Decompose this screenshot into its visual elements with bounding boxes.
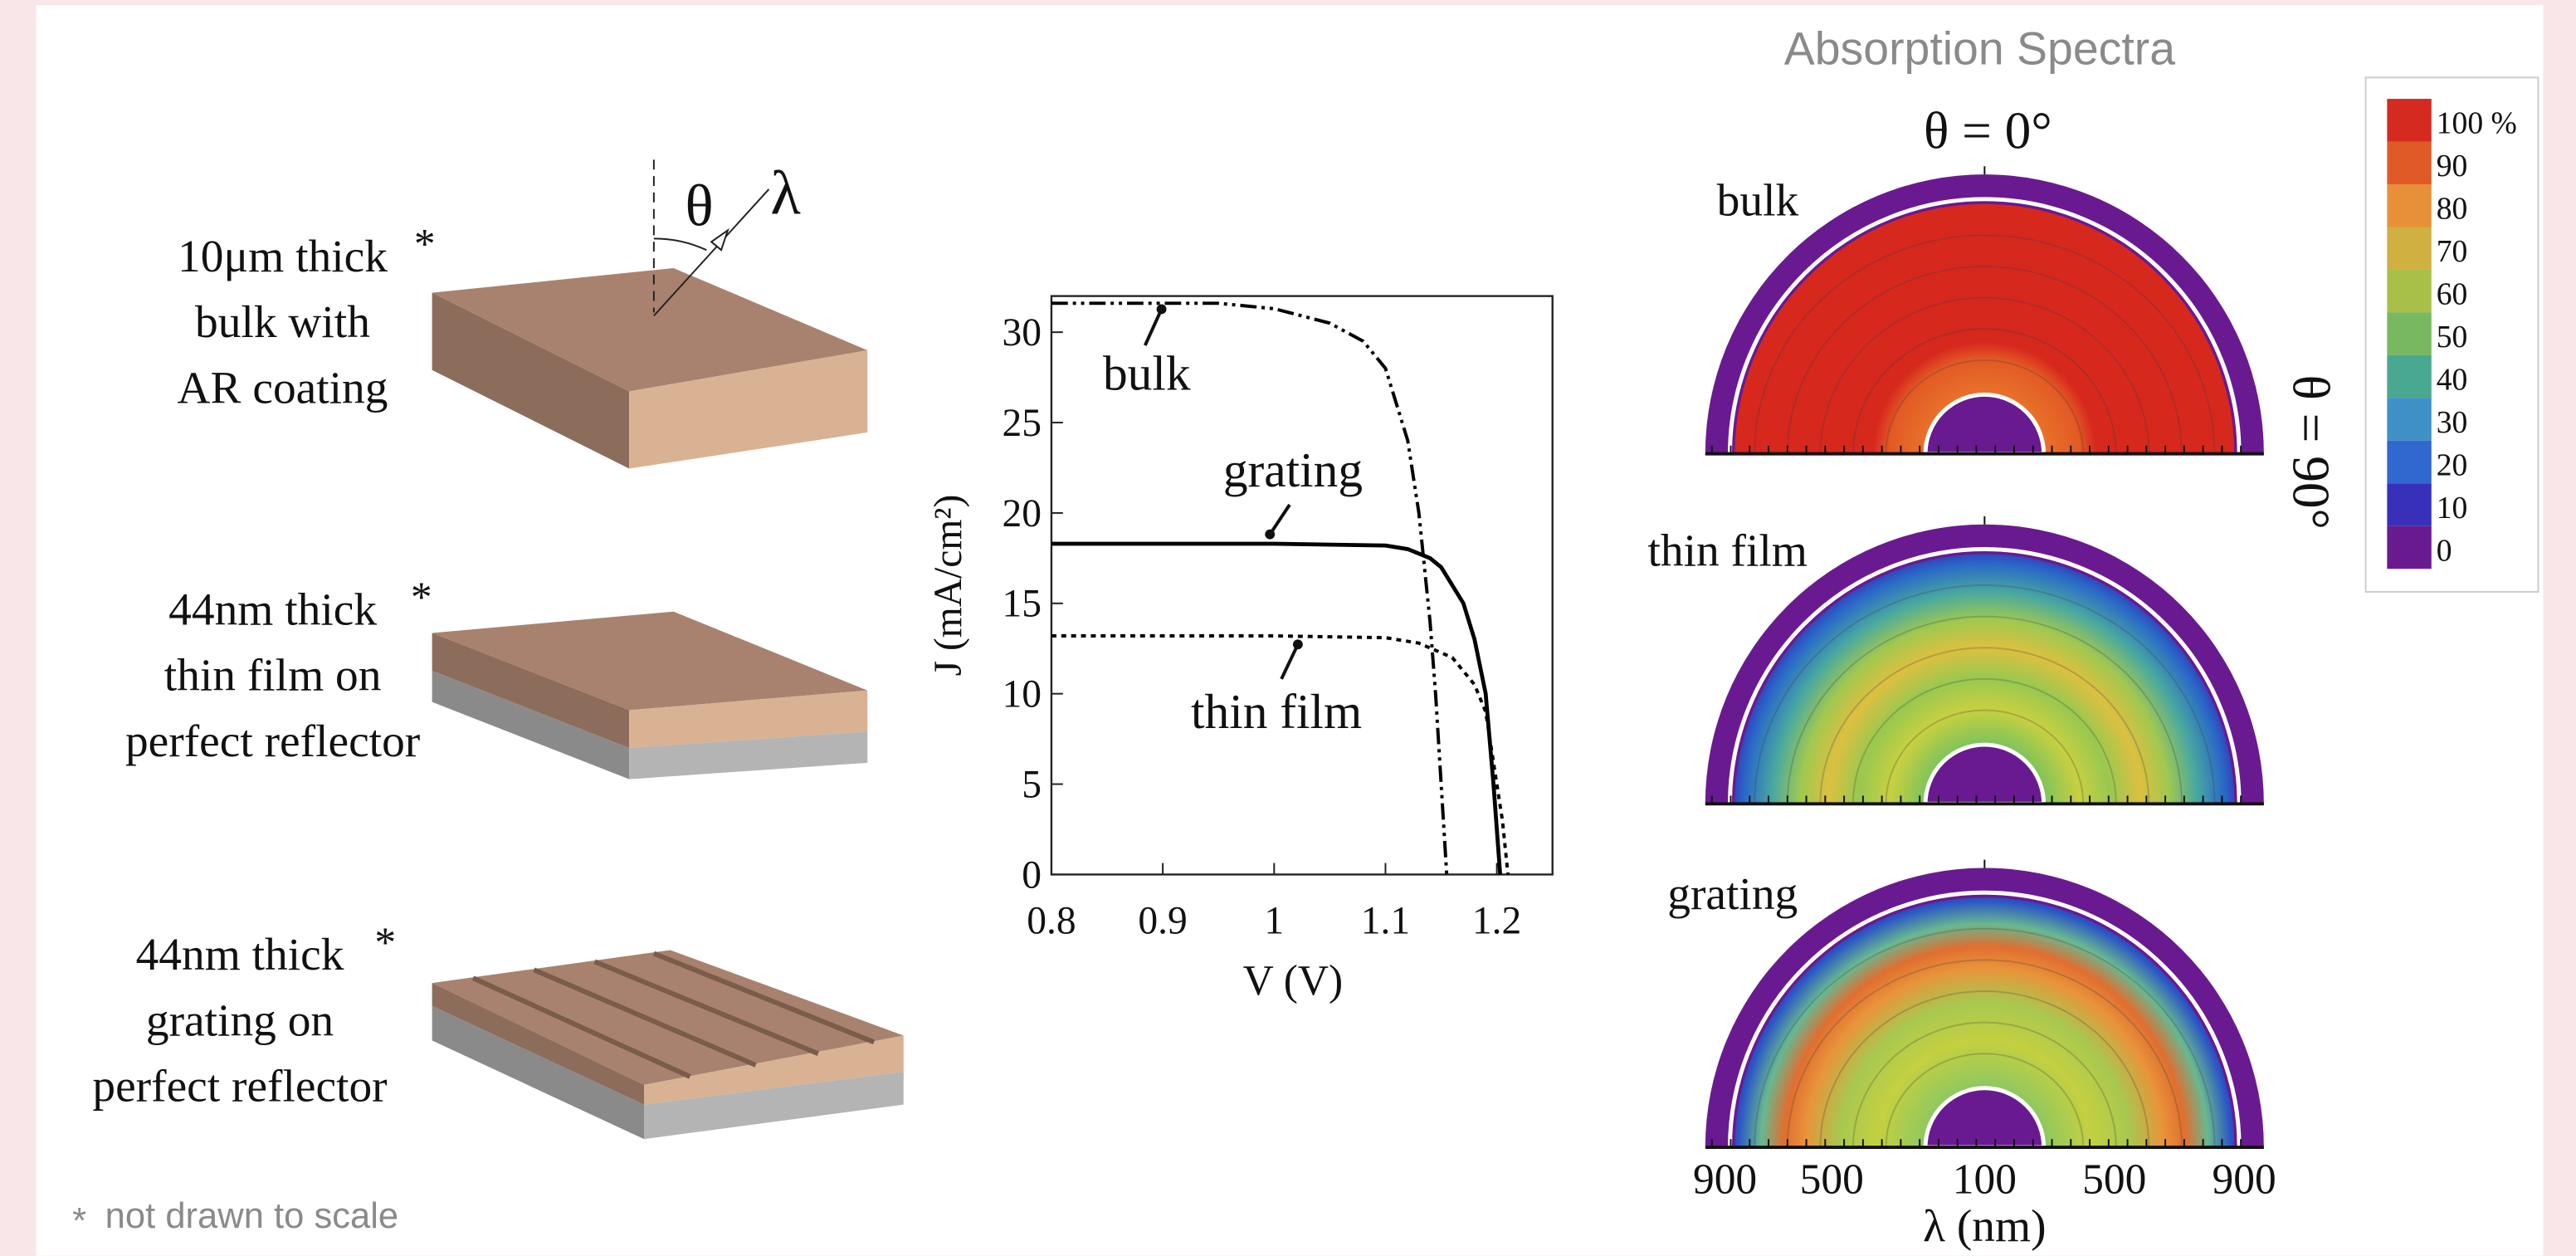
colorbar-label: 50: [2437, 320, 2468, 354]
colorbar-swatch: [2387, 270, 2431, 312]
x-tick-label: 1.1: [1361, 900, 1410, 943]
colorbar-swatch: [2387, 483, 2431, 525]
colorbar-swatch: [2387, 227, 2431, 269]
series-label: grating: [1223, 442, 1363, 497]
colorbar-label: 30: [2437, 405, 2468, 440]
label-arrowhead: [1265, 530, 1275, 540]
y-tick-label: 5: [1022, 763, 1042, 806]
footnote: not drawn to scale: [105, 1196, 398, 1236]
spectra-title: Absorption Spectra: [1784, 22, 2175, 74]
colorbar-label: 70: [2437, 234, 2468, 269]
colorbar-swatch: [2387, 526, 2431, 569]
sample-label: perfect reflector: [92, 1061, 387, 1112]
y-tick-label: 30: [1003, 311, 1042, 354]
wavelength-symbol: λ: [770, 159, 801, 228]
colorbar-label: 10: [2437, 491, 2468, 525]
wavelength-tick-label: 900: [2213, 1156, 2276, 1203]
colorbar-swatch: [2387, 441, 2431, 483]
colorbar-swatch: [2387, 398, 2431, 440]
asterisk: *: [414, 221, 436, 268]
side-angle-label: θ = 90°: [2282, 374, 2340, 529]
colorbar-label: 0: [2437, 533, 2452, 568]
colorbar-label: 60: [2437, 277, 2468, 312]
sample-label: 10μm thick: [178, 231, 388, 281]
panel-label: thin film: [1648, 525, 1808, 575]
colorbar-label: 20: [2437, 447, 2468, 482]
asterisk: *: [411, 574, 432, 622]
x-axis-label: V (V): [1243, 957, 1344, 1004]
y-tick-label: 0: [1022, 853, 1042, 897]
figure: θ λ * not drawn to scale V (V) J (mA/cm²…: [0, 0, 2576, 1256]
top-angle-label: θ = 0°: [1924, 101, 2052, 159]
y-axis-label: J (mA/cm²): [927, 495, 970, 677]
colorbar-swatch: [2387, 312, 2431, 354]
colorbar-label: 40: [2437, 362, 2468, 397]
series-label: bulk: [1103, 345, 1191, 400]
panel-label: bulk: [1717, 175, 1799, 226]
wavelength-tick-label: 100: [1953, 1156, 2017, 1203]
sample-label: bulk with: [195, 296, 370, 347]
asterisk: *: [374, 919, 396, 966]
colorbar-swatch: [2387, 355, 2431, 398]
x-tick-label: 1: [1264, 900, 1284, 943]
wavelength-axis-label: λ (nm): [1923, 1200, 2046, 1251]
panel-label: grating: [1667, 868, 1798, 919]
y-tick-label: 15: [1003, 583, 1042, 626]
sample-label: AR coating: [178, 362, 388, 413]
wavelength-tick-label: 500: [2082, 1156, 2146, 1203]
sample-label: 44nm thick: [168, 584, 377, 635]
colorbar-swatch: [2387, 99, 2431, 141]
y-tick-label: 25: [1003, 402, 1042, 445]
colorbar-label: 80: [2437, 192, 2468, 227]
colorbar-label: 90: [2437, 149, 2468, 183]
label-arrowhead: [1157, 305, 1167, 315]
sample-label: grating on: [146, 995, 334, 1045]
label-arrowhead: [1293, 639, 1303, 649]
sample-label: perfect reflector: [125, 716, 420, 766]
colorbar-swatch: [2387, 142, 2431, 184]
series-label: thin film: [1191, 684, 1362, 739]
x-tick-label: 0.9: [1138, 900, 1187, 943]
y-tick-label: 20: [1003, 492, 1042, 535]
x-tick-label: 0.8: [1027, 900, 1076, 943]
wavelength-tick-label: 900: [1693, 1156, 1757, 1203]
colorbar-label: 100 %: [2437, 106, 2517, 141]
y-tick-label: 10: [1003, 673, 1042, 716]
x-tick-label: 1.2: [1472, 900, 1521, 943]
colorbar-swatch: [2387, 184, 2431, 227]
wavelength-tick-label: 500: [1800, 1156, 1864, 1203]
footnote-star: *: [72, 1201, 86, 1241]
sample-label: 44nm thick: [136, 929, 344, 980]
sample-label: thin film on: [164, 650, 382, 701]
page: θ λ * not drawn to scale V (V) J (mA/cm²…: [0, 0, 2576, 1256]
angle-symbol: θ: [685, 173, 713, 238]
